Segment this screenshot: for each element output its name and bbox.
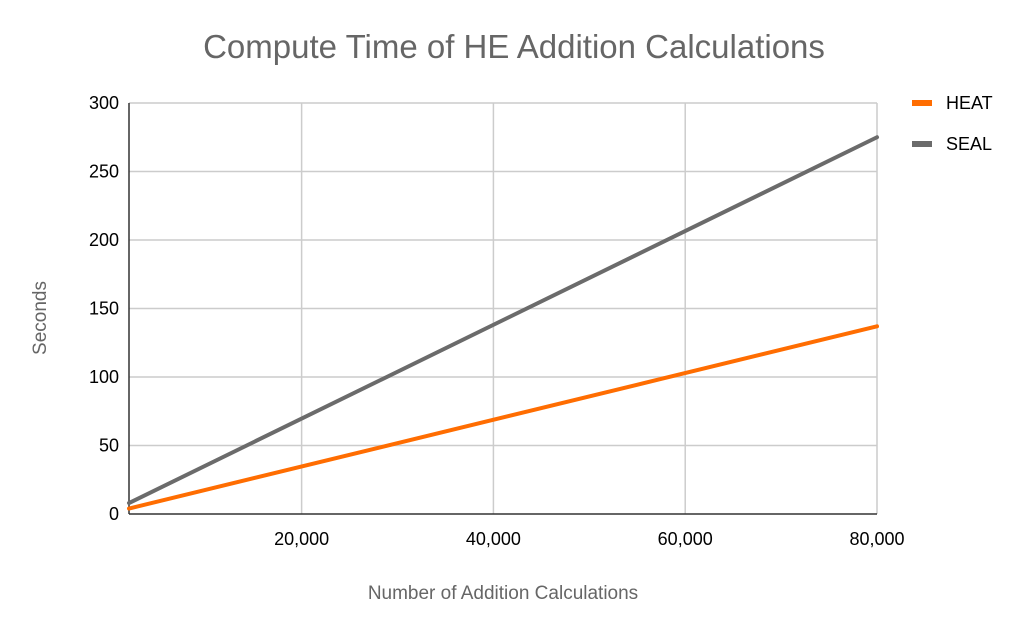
x-tick-label: 20,000 (274, 529, 329, 549)
legend-label-heat: HEAT (946, 93, 993, 113)
y-tick-label: 150 (89, 299, 119, 319)
y-tick-label: 200 (89, 230, 119, 250)
y-axis-label: Seconds (30, 281, 51, 355)
y-tick-label: 100 (89, 367, 119, 387)
axes (128, 103, 877, 515)
series-line-heat (127, 324, 879, 511)
x-tick-label: 40,000 (466, 529, 521, 549)
y-tick-label: 0 (109, 504, 119, 524)
y-tick-label: 50 (99, 436, 119, 456)
grid (129, 102, 878, 514)
y-tick-label: 300 (89, 93, 119, 113)
tick-labels: 0 50 100 150 200 250 300 20,000 40,000 60,000 80,0… (89, 93, 905, 549)
chart-title: Compute Time of HE Addition Calculations (203, 28, 825, 65)
x-tick-label: 80,000 (849, 529, 904, 549)
x-tick-label: 60,000 (658, 529, 713, 549)
legend: HEAT SEAL (912, 93, 993, 154)
series-line-seal (127, 135, 879, 506)
series-lines (127, 135, 879, 511)
x-axis-label: Number of Addition Calculations (368, 583, 638, 604)
y-tick-label: 250 (89, 162, 119, 182)
legend-label-seal: SEAL (946, 134, 992, 154)
